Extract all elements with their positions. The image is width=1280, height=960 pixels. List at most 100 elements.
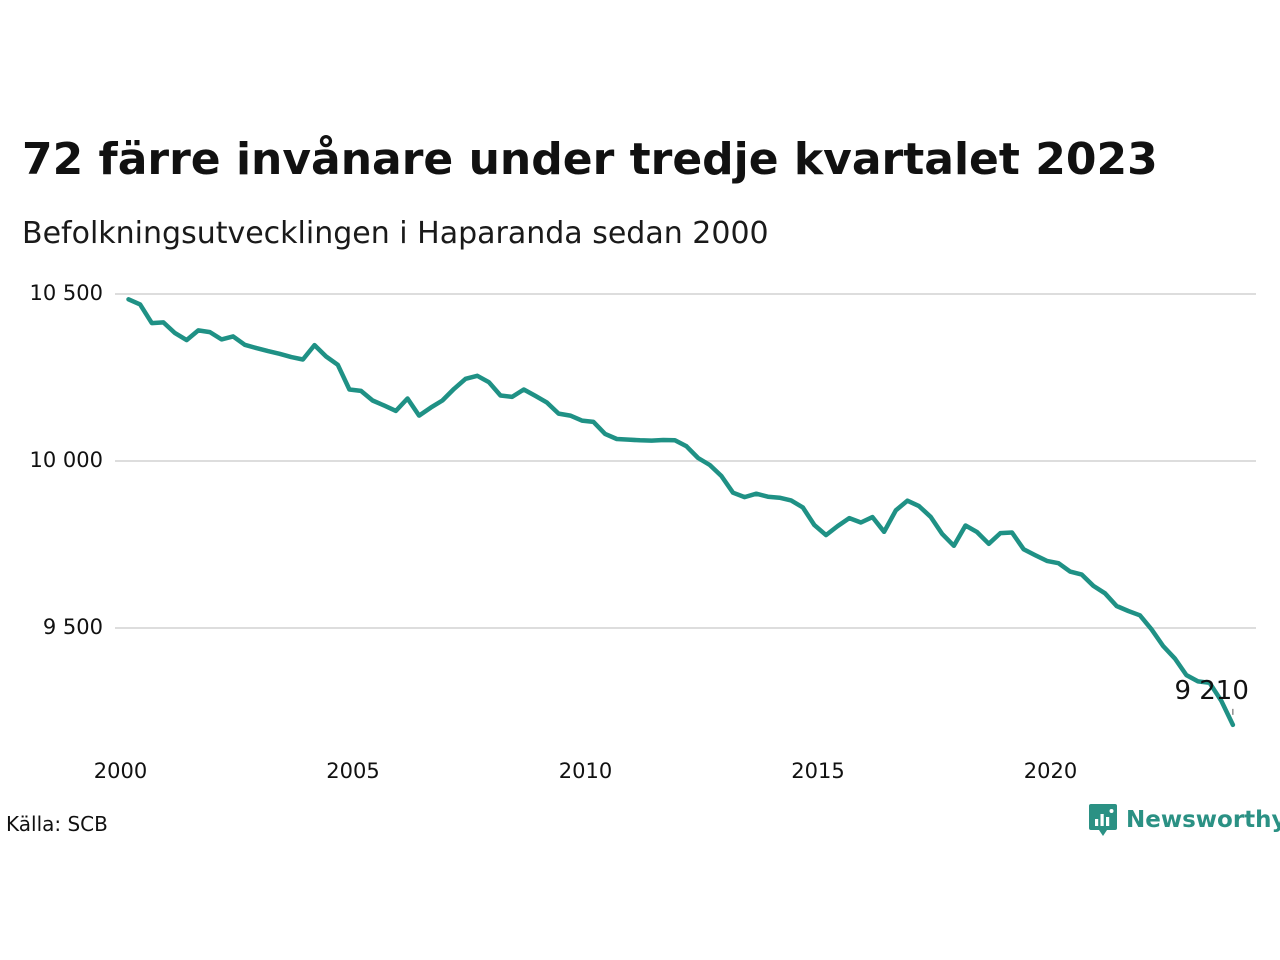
data-point <box>882 530 886 534</box>
data-point <box>905 499 909 503</box>
data-point <box>1022 547 1026 551</box>
data-point <box>1068 570 1072 574</box>
data-point <box>499 394 503 398</box>
series-line-0 <box>126 297 1236 728</box>
data-point <box>998 531 1002 535</box>
brand-logo: Newsworthy <box>1088 803 1280 837</box>
data-point <box>475 374 479 378</box>
data-point <box>754 492 758 496</box>
data-point <box>859 521 863 525</box>
data-point <box>173 331 177 335</box>
data-point <box>673 438 677 442</box>
data-point <box>789 498 793 502</box>
data-point <box>987 542 991 546</box>
data-point <box>429 406 433 410</box>
data-point <box>150 321 154 325</box>
x-tick-label-2015: 2015 <box>791 759 844 783</box>
chart-title: 72 färre invånare under tredje kvartalet… <box>22 134 1158 185</box>
data-point <box>719 474 723 478</box>
data-point <box>778 496 782 500</box>
data-point <box>1080 573 1084 577</box>
data-point <box>1173 656 1177 660</box>
data-point <box>452 387 456 391</box>
data-point <box>406 397 410 401</box>
data-point <box>1033 553 1037 557</box>
data-point <box>696 456 700 460</box>
data-point <box>824 533 828 537</box>
data-point <box>533 394 537 398</box>
data-point <box>522 388 526 392</box>
series-layer <box>126 297 1236 728</box>
data-point <box>929 515 933 519</box>
data-point <box>975 530 979 534</box>
data-point <box>615 437 619 441</box>
data-point <box>510 395 514 399</box>
data-point <box>487 380 491 384</box>
data-point <box>313 343 317 347</box>
grid-lines <box>115 293 1256 629</box>
data-point <box>464 377 468 381</box>
data-point <box>592 420 596 424</box>
data-point <box>603 432 607 436</box>
source-note: Källa: SCB <box>6 812 108 836</box>
data-point <box>336 363 340 367</box>
data-point <box>301 358 305 362</box>
data-point <box>359 389 363 393</box>
data-point <box>568 414 572 418</box>
data-point <box>440 399 444 403</box>
data-point <box>871 515 875 519</box>
data-point <box>347 388 351 392</box>
data-point <box>324 355 328 359</box>
data-point <box>743 495 747 499</box>
data-point <box>801 505 805 509</box>
data-point <box>940 532 944 536</box>
data-point <box>185 338 189 342</box>
data-point <box>127 297 131 301</box>
y-tick-label-10500: 10 500 <box>30 281 103 305</box>
data-point <box>196 328 200 332</box>
data-point <box>917 504 921 508</box>
data-point <box>1091 584 1095 588</box>
data-point <box>650 439 654 443</box>
data-point <box>254 346 258 350</box>
data-point <box>231 334 235 338</box>
data-point <box>394 409 398 413</box>
data-point <box>731 491 735 495</box>
data-point <box>812 523 816 527</box>
data-point <box>545 401 549 405</box>
data-point <box>894 508 898 512</box>
chart-subtitle: Befolkningsutvecklingen i Haparanda seda… <box>22 216 769 251</box>
x-tick-label-2020: 2020 <box>1024 759 1077 783</box>
brand-name: Newsworthy <box>1126 807 1280 833</box>
data-point <box>1126 609 1130 613</box>
data-point <box>766 495 770 499</box>
y-axis-tick-labels: 9 500 10 000 10 500 <box>30 281 103 639</box>
x-tick-label-2000: 2000 <box>94 759 147 783</box>
x-tick-label-2005: 2005 <box>326 759 379 783</box>
data-point <box>1045 559 1049 563</box>
data-point <box>1103 591 1107 595</box>
data-point <box>836 524 840 528</box>
data-point <box>220 337 224 341</box>
data-point <box>952 544 956 548</box>
data-point <box>161 320 165 324</box>
data-point <box>1161 644 1165 648</box>
data-point <box>685 444 689 448</box>
data-point <box>138 302 142 306</box>
data-point <box>708 463 712 467</box>
x-tick-label-2010: 2010 <box>559 759 612 783</box>
data-point <box>1231 723 1235 727</box>
data-point <box>964 524 968 528</box>
end-value-label: 9 210 <box>1174 676 1248 706</box>
data-point <box>266 349 270 353</box>
data-point <box>1150 627 1154 631</box>
data-point <box>382 404 386 408</box>
x-axis-tick-labels: 2000 2005 2010 2015 2020 <box>94 759 1077 783</box>
y-tick-label-10000: 10 000 <box>30 448 103 472</box>
data-point <box>1057 561 1061 565</box>
data-point <box>580 419 584 423</box>
data-point <box>847 516 851 520</box>
data-point <box>289 355 293 359</box>
data-point <box>243 343 247 347</box>
